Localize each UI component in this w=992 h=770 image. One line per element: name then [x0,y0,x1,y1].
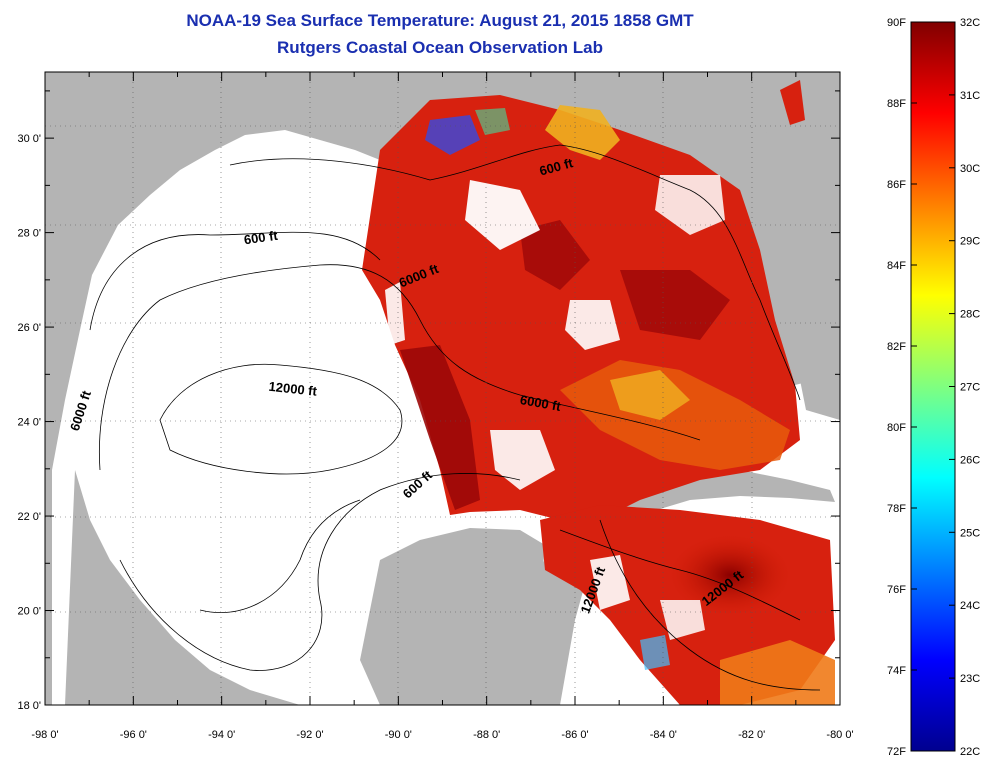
axis-ticks [44,72,841,706]
map-subtitle: Rutgers Coastal Ocean Observation Lab [277,38,603,57]
lat-label: 28 0' [17,228,41,240]
colorbar-f-label: 84F [887,260,906,272]
map-title: NOAA-19 Sea Surface Temperature: August … [186,11,694,30]
bathymetry-contours [89,144,821,691]
lon-label: -92 0' [296,729,323,741]
colorbar-c-label: 23C [960,673,980,685]
lon-label: -88 0' [473,729,500,741]
lon-label: -90 0' [385,729,412,741]
colorbar-c-label: 28C [960,309,980,321]
longitude-labels: -98 0' -96 0' -94 0' -92 0' -90 0' -88 0' -86 … [31,729,853,741]
colorbar-c-label: 32C [960,17,980,29]
lat-label: 20 0' [17,606,41,618]
colorbar-c-label: 26C [960,454,980,466]
lat-label: 30 0' [17,133,41,145]
colorbar-celsius-labels: 32C 31C 30C 29C 28C 27C 26C 25C 24C 23C 22C [960,17,980,758]
colorbar-c-label: 22C [960,746,980,758]
colorbar-ramp [910,21,956,752]
contour-label: 600 ft [243,228,279,248]
lat-label: 22 0' [17,511,41,523]
colorbar-c-label: 24C [960,600,980,612]
lon-label: -86 0' [561,729,588,741]
lon-label: -96 0' [120,729,147,741]
yucatan-land [360,528,545,705]
colorbar-ticks [911,21,955,752]
lat-label: 18 0' [17,700,41,712]
colorbar-f-label: 74F [887,665,906,677]
lat-label: 26 0' [17,322,41,334]
colorbar-f-label: 86F [887,179,906,191]
lat-label: 24 0' [17,417,41,429]
lon-label: -84 0' [650,729,677,741]
colorbar-f-label: 76F [887,584,906,596]
lon-label: -80 0' [826,729,853,741]
contour-label: 12000 ft [268,379,318,399]
cuba-land [600,470,835,525]
colorbar-f-label: 72F [887,746,906,758]
lon-label: -82 0' [738,729,765,741]
colorbar-fahrenheit-labels: 90F 88F 86F 84F 82F 80F 78F 76F 74F 72F [887,17,906,758]
graticule [45,72,840,705]
contour-label: 6000 ft [519,392,563,414]
colorbar: 90F 88F 86F 84F 82F 80F 78F 76F 74F 72F 32C 31C 30C… [887,17,980,758]
colorbar-f-label: 82F [887,341,906,353]
colorbar-f-label: 90F [887,17,906,29]
lon-label: -94 0' [208,729,235,741]
colorbar-f-label: 78F [887,503,906,515]
sst-swath [362,80,835,705]
lon-label: -98 0' [31,729,58,741]
colorbar-f-label: 88F [887,98,906,110]
colorbar-c-label: 29C [960,236,980,248]
colorbar-f-label: 80F [887,422,906,434]
colorbar-c-label: 27C [960,382,980,394]
colorbar-c-label: 30C [960,163,980,175]
latitude-labels: 30 0' 28 0' 26 0' 24 0' 22 0' 20 0' 18 0' [17,133,41,712]
colorbar-c-label: 31C [960,90,980,102]
colorbar-c-label: 25C [960,527,980,539]
